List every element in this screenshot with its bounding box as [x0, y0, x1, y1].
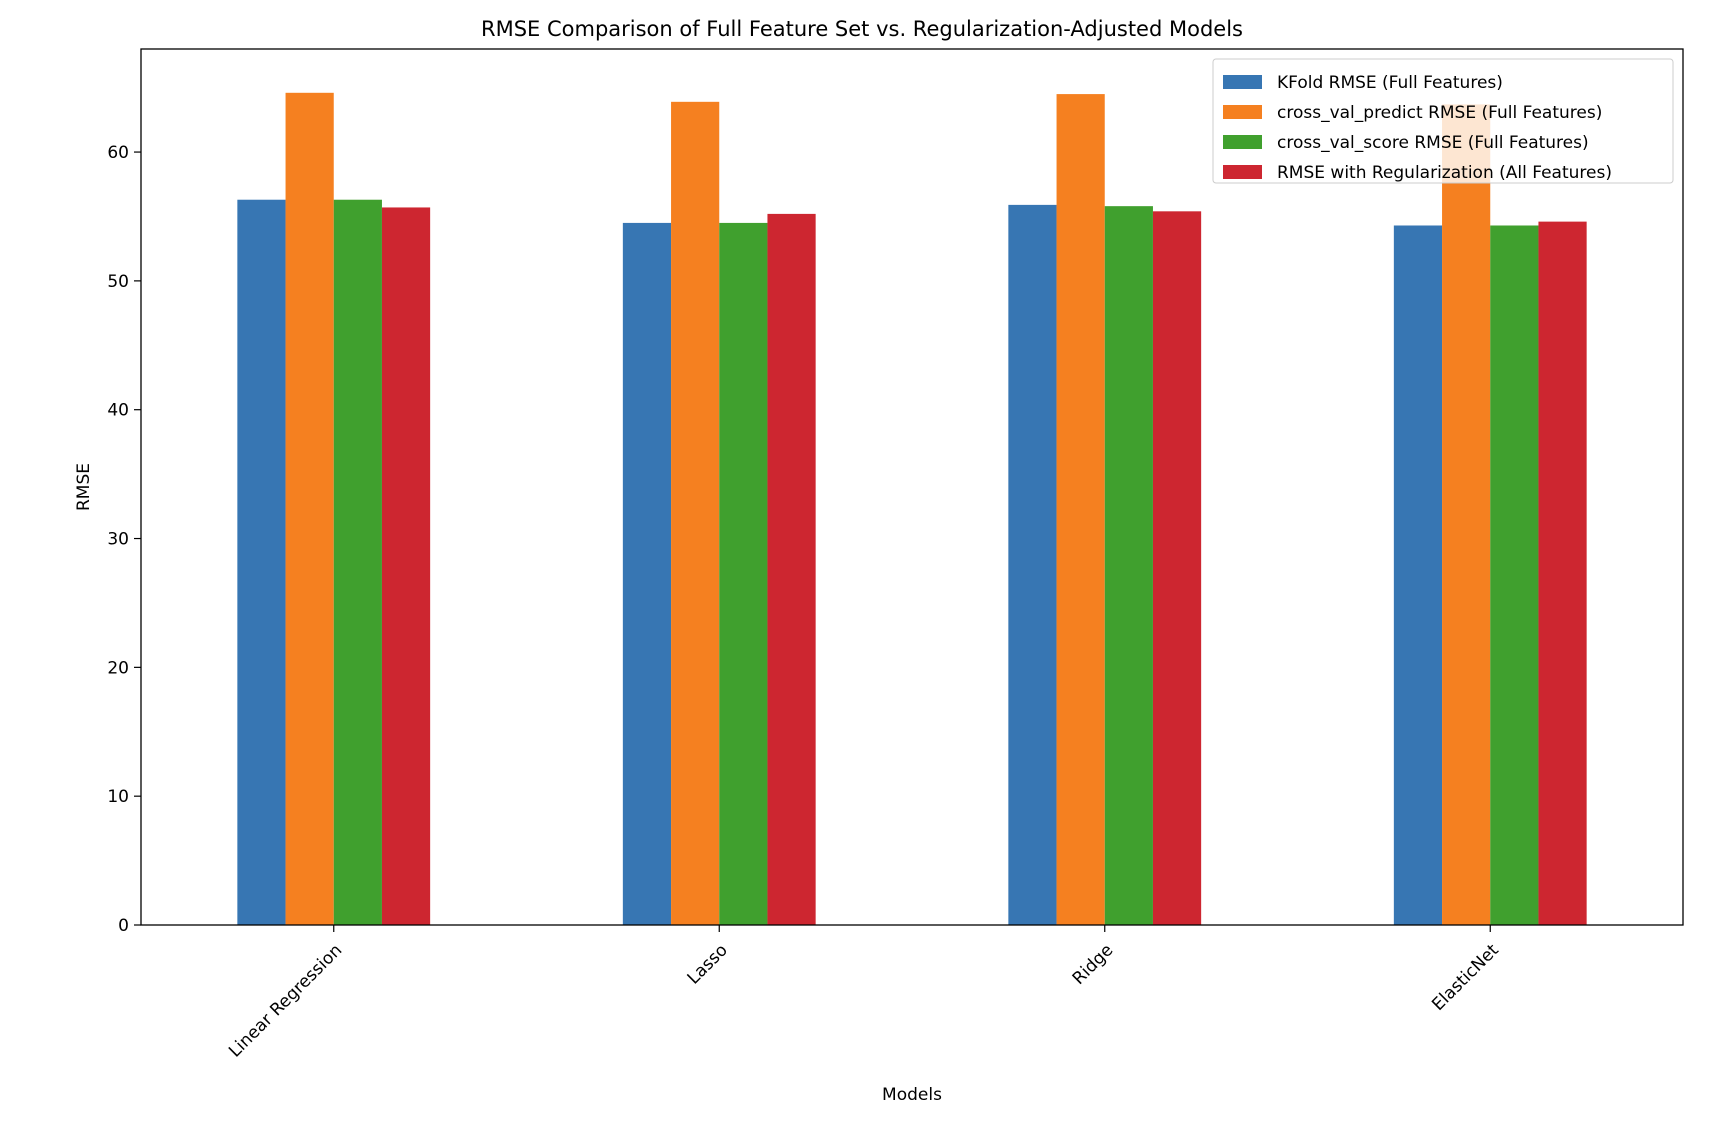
- legend-box: [1212, 58, 1674, 184]
- bar-linear-regression-series-4: [381, 207, 431, 925]
- legend: KFold RMSE (Full Features) cross_val_pred…: [1212, 58, 1674, 184]
- bar-linear-regression-series-1: [237, 199, 286, 926]
- legend-swatch-series-1: [1223, 75, 1262, 89]
- chart-title: RMSE Comparison of Full Feature Set vs. …: [481, 17, 1243, 41]
- legend-label-series-4: RMSE with Regularization (All Features): [1277, 163, 1612, 183]
- bar-lasso-series-3: [719, 222, 768, 925]
- bar-ridge-series-2: [1056, 94, 1105, 926]
- bar-linear-regression-series-2: [285, 92, 334, 926]
- y-tick-label: 40: [107, 401, 129, 421]
- legend-swatch-series-3: [1223, 135, 1262, 149]
- bar-ridge-series-1: [1008, 204, 1057, 925]
- y-tick-label: 10: [107, 787, 129, 807]
- bar-ridge-series-4: [1152, 211, 1202, 925]
- y-tick-label: 20: [107, 658, 129, 678]
- bar-elasticnet-series-1: [1393, 225, 1443, 926]
- y-axis-label: RMSE: [74, 463, 94, 511]
- y-tick-label: 60: [107, 143, 129, 163]
- bar-elasticnet-series-3: [1490, 225, 1539, 926]
- y-tick-label: 50: [107, 272, 129, 292]
- bar-linear-regression-series-3: [333, 199, 382, 926]
- legend-swatch-series-4: [1223, 165, 1262, 179]
- y-tick-label: 0: [118, 916, 129, 936]
- bar-elasticnet-series-2: [1442, 104, 1491, 925]
- x-axis-label: Models: [882, 1085, 942, 1105]
- plot-frame: [140, 48, 1684, 926]
- y-tick-label: 30: [107, 530, 129, 550]
- legend-label-series-3: cross_val_score RMSE (Full Features): [1277, 133, 1589, 153]
- legend-label-series-2: cross_val_predict RMSE (Full Features): [1277, 103, 1602, 123]
- bar-lasso-series-2: [671, 101, 720, 925]
- bar-lasso-series-4: [767, 213, 816, 925]
- legend-label-series-1: KFold RMSE (Full Features): [1277, 73, 1503, 93]
- bars-group: [237, 92, 1587, 926]
- bar-elasticnet-series-4: [1538, 221, 1587, 925]
- bar-ridge-series-3: [1104, 206, 1153, 925]
- legend-swatch-series-2: [1223, 105, 1262, 119]
- bar-lasso-series-1: [622, 222, 672, 925]
